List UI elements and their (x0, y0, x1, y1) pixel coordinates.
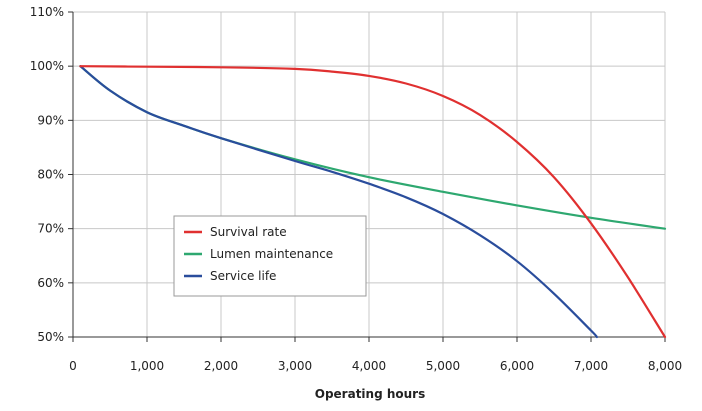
legend-box (173, 215, 367, 297)
x-tick-label: 7,000 (574, 359, 608, 373)
x-tick-label: 6,000 (500, 359, 534, 373)
x-tick-label: 3,000 (278, 359, 312, 373)
x-tick-label: 5,000 (426, 359, 460, 373)
grid (73, 11, 666, 337)
legend-label-survival-rate: Survival rate (210, 225, 287, 239)
y-tick-label: 70% (37, 222, 64, 236)
x-tick-label: 0 (69, 359, 77, 373)
series-line-service-life (79, 65, 598, 339)
y-tick-label: 110% (30, 5, 64, 19)
y-tick-label: 60% (37, 276, 64, 290)
legend-label-service-life: Service life (210, 269, 276, 283)
x-axis-title: Operating hours (315, 387, 426, 401)
y-tick-label: 90% (37, 113, 64, 127)
y-tick-label: 50% (37, 330, 64, 344)
x-tick-label: 2,000 (204, 359, 238, 373)
x-tick-label: 8,000 (648, 359, 682, 373)
axes: 50% 60% 70% 80% 90% 100% 110% 0 1,000 2,000 3,000 4… (30, 5, 682, 373)
y-tick-label: 80% (37, 168, 64, 182)
legend-label-lumen-maintenance: Lumen maintenance (210, 247, 333, 261)
x-tick-label: 1,000 (130, 359, 164, 373)
x-tick-label: 4,000 (352, 359, 386, 373)
series-line-survival-rate (79, 65, 667, 339)
y-tick-label: 100% (30, 59, 64, 73)
series-lines (79, 65, 667, 339)
legend: Survival rate Lumen maintenance Service li… (173, 215, 367, 297)
